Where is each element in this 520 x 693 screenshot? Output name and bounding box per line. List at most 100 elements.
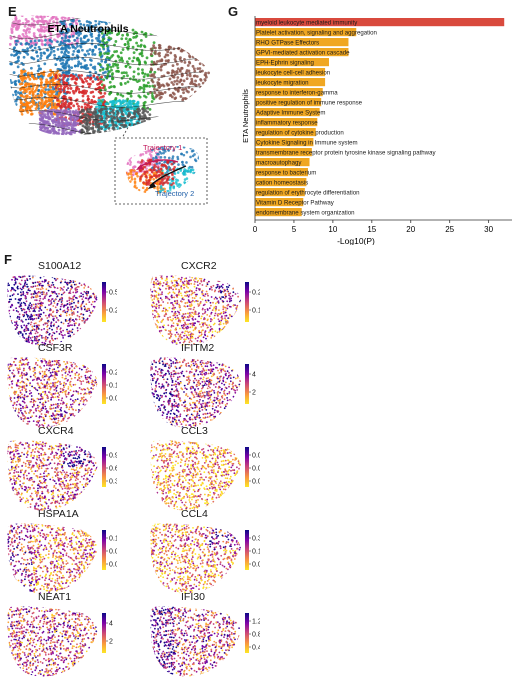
colorbar: [245, 613, 249, 653]
colorbar: [245, 282, 249, 322]
bar: [255, 118, 318, 127]
expression-points: [7, 606, 98, 677]
feature-plot: 0.24 0.16 0.08: [7, 357, 117, 428]
bar: [255, 208, 302, 217]
bar: [255, 28, 357, 37]
panel-e-letter: E: [8, 4, 17, 19]
colorbar-tick: 2: [252, 390, 256, 397]
colorbar-tick: 1.2: [252, 619, 260, 626]
feature-plot: 0.2 0.1: [150, 275, 260, 346]
gene-title: IFITM2: [181, 342, 215, 354]
colorbar-tick: 0.03: [252, 466, 260, 473]
bar: [255, 38, 349, 47]
expression-points: [150, 606, 241, 677]
colorbar-tick: 0.15: [252, 549, 260, 556]
chart-xlabel: -Log10(P): [337, 236, 375, 245]
bar: [255, 18, 505, 27]
colorbar: [245, 364, 249, 404]
colorbar-tick: 0.05: [109, 549, 117, 556]
gene-title: CSF3R: [38, 342, 73, 354]
feature-plot: 0.9 0.6 0.3: [7, 440, 117, 511]
colorbar-tick: 0.3: [109, 479, 117, 486]
expression-points: [7, 275, 98, 346]
colorbar-tick: 0.30: [252, 536, 260, 543]
colorbar-tick: 2: [109, 639, 113, 646]
bar: [255, 128, 316, 137]
expression-points: [7, 357, 98, 428]
bar: [255, 68, 326, 77]
feature-plot: 1.2 0.8 0.4: [150, 606, 260, 677]
bar-label: regulation of erythrocyte differentiatio…: [256, 189, 360, 196]
colorbar: [102, 530, 106, 570]
x-tick-label: 30: [484, 225, 493, 234]
panel-g-letter: G: [228, 4, 239, 19]
gene-title: NEAT1: [38, 591, 72, 603]
colorbar-tick: 0.00: [252, 479, 260, 486]
colorbar-tick: 0.6: [109, 466, 117, 473]
bar-label: leukocyte migration: [256, 79, 309, 86]
trajectory-1-label: Trajectory 1: [143, 143, 182, 152]
colorbar-tick: 0.06: [252, 453, 260, 460]
gene-title: S100A12: [38, 260, 82, 272]
bar-label: Cytokine Signaling in Immune system: [256, 139, 358, 146]
colorbar-tick: 0.2: [252, 290, 260, 297]
enrichment-bar-chart: ETA Neutrophils myeloid leukocyte mediat…: [241, 16, 512, 245]
feature-plot: 42: [150, 357, 256, 428]
chart-ylabel: ETA Neutrophils: [241, 89, 250, 143]
panel-e-title: ETA Neutrophils: [47, 23, 128, 35]
colorbar: [102, 447, 106, 487]
bar: [255, 58, 329, 67]
bar-label: RHO GTPase Effectors: [256, 39, 319, 46]
colorbar-tick: 0.9: [109, 453, 117, 460]
feature-plot: 0.30 0.15 0.00: [150, 523, 260, 594]
colorbar: [102, 613, 106, 653]
bar-label: cation homeostasis: [256, 179, 308, 186]
x-tick-label: 15: [367, 225, 376, 234]
bar: [255, 138, 314, 147]
colorbar: [245, 447, 249, 487]
colorbar-tick: 0.25: [109, 308, 117, 315]
bar: [255, 78, 326, 87]
expression-points: [150, 275, 241, 346]
colorbar-tick: 0.16: [109, 383, 117, 390]
bar-label: leukocyte cell-cell adhesion: [256, 69, 330, 76]
umap-trajectory-plot: ETA Neutrophils Trajectory 1 Trajectory …: [8, 15, 212, 205]
bar: [255, 88, 323, 97]
colorbar-tick: 0.08: [109, 396, 117, 403]
colorbar-tick: 0.24: [109, 370, 117, 377]
bar: [255, 158, 310, 167]
x-tick-label: 0: [253, 225, 258, 234]
bar: [255, 48, 349, 57]
bar-label: regulation of cytokine production: [256, 129, 344, 136]
colorbar-tick: 0.00: [252, 562, 260, 569]
x-tick-label: 20: [406, 225, 415, 234]
colorbar-tick: 0.1: [252, 308, 260, 315]
bar-label: Adaptive Immune System: [256, 109, 325, 116]
x-tick-label: 10: [328, 225, 337, 234]
colorbar: [102, 282, 106, 322]
colorbar-tick: 4: [252, 372, 256, 379]
bar-label: transmembrane receptor protein tyrosine …: [256, 149, 436, 156]
colorbar-tick: 0.50: [109, 290, 117, 297]
feature-plot: 42: [7, 606, 113, 677]
gene-title: CCL3: [181, 425, 208, 437]
bar-label: endomembrane system organization: [256, 209, 355, 216]
bar-label: GPVI-mediated activation cascade: [256, 49, 350, 56]
bar: [255, 168, 308, 177]
bar-label: myeloid leukocyte mediated immunity: [256, 19, 358, 26]
x-tick-label: 25: [445, 225, 454, 234]
colorbar-tick: 4: [109, 621, 113, 628]
x-tick-label: 5: [292, 225, 297, 234]
colorbar-tick: 0.4: [252, 645, 260, 652]
bar: [255, 178, 307, 187]
gene-title: IFI30: [181, 591, 205, 603]
panel-f-letter: F: [4, 252, 12, 267]
gene-title: CCL4: [181, 508, 208, 520]
bar: [255, 98, 322, 107]
feature-plot: 0.10 0.05 0.00: [7, 523, 117, 594]
trajectory-2-label: Trajectory 2: [155, 189, 194, 198]
gene-title: HSPA1A: [38, 508, 79, 520]
inset-connector: [121, 123, 131, 139]
colorbar: [245, 530, 249, 570]
gene-title: CXCR4: [38, 425, 74, 437]
